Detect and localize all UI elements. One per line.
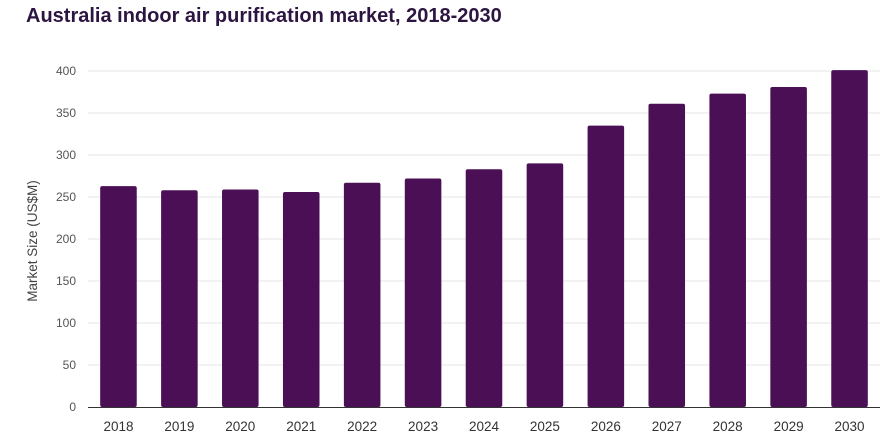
x-tick-label: 2030 xyxy=(835,419,865,434)
y-tick-label: 0 xyxy=(69,400,76,414)
x-tick-label: 2022 xyxy=(347,419,377,434)
y-tick-label: 400 xyxy=(56,64,76,78)
bar-2021 xyxy=(282,191,320,407)
bar-2029 xyxy=(770,86,807,408)
bar-2024 xyxy=(465,169,503,407)
bar-2018 xyxy=(100,186,137,407)
x-tick-label: 2027 xyxy=(652,419,682,434)
x-tick-label: 2028 xyxy=(713,419,743,434)
x-tick-label: 2018 xyxy=(103,419,133,434)
x-tick-label: 2023 xyxy=(408,419,438,434)
x-tick-label: 2024 xyxy=(469,419,500,434)
bar-2030 xyxy=(831,70,868,407)
x-tick-label: 2029 xyxy=(774,419,804,434)
y-tick-label: 350 xyxy=(56,106,76,120)
bars xyxy=(100,70,868,408)
bar-2026 xyxy=(587,125,625,407)
x-tick-label: 2021 xyxy=(286,419,316,434)
x-tick-label: 2026 xyxy=(591,419,621,434)
bar-2025 xyxy=(526,163,564,407)
bar-2027 xyxy=(648,103,686,407)
y-axis-ticks: 0 50 100 150 200 250 300 350 400 xyxy=(56,64,76,414)
y-axis-title: Market Size (US$M) xyxy=(25,180,40,302)
bar-2022 xyxy=(343,182,381,407)
y-tick-label: 200 xyxy=(56,232,76,246)
x-tick-label: 2019 xyxy=(164,419,194,434)
bar-2019 xyxy=(161,190,198,407)
y-tick-label: 50 xyxy=(63,358,77,372)
y-tick-label: 150 xyxy=(56,274,76,288)
x-tick-label: 2025 xyxy=(530,419,560,434)
x-axis-ticks: 2018 2019 2020 2021 2022 2023 2024 2025 2026 2027… xyxy=(103,419,864,434)
bar-2028 xyxy=(709,93,746,408)
y-tick-label: 100 xyxy=(56,316,76,330)
y-tick-label: 250 xyxy=(56,190,76,204)
x-tick-label: 2020 xyxy=(225,419,255,434)
chart-title: Australia indoor air purification market… xyxy=(26,5,502,27)
bar-2023 xyxy=(404,178,442,407)
y-tick-label: 300 xyxy=(56,148,76,162)
bar-2020 xyxy=(222,189,259,407)
